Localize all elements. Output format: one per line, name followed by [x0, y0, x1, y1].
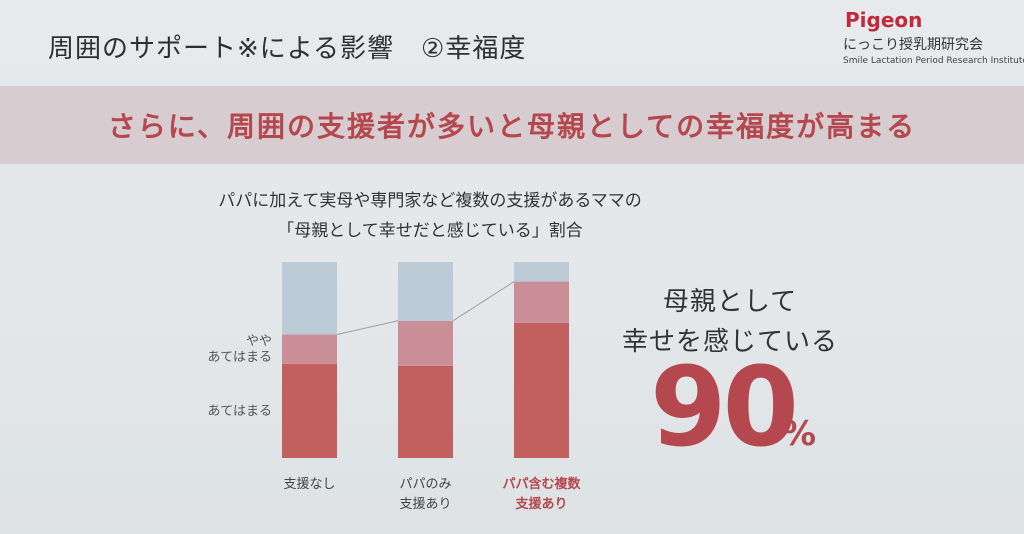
- category-label: 支援あり: [399, 497, 451, 512]
- bar-segment: [514, 281, 569, 323]
- bar-segment: [398, 365, 453, 458]
- brand-logo: Pigeon: [845, 8, 923, 32]
- bar-segment: [282, 363, 337, 458]
- headline-text: さらに、周囲の支援者が多いと母親としての幸福度が高まる: [107, 110, 917, 143]
- category-label: パパ含む複数: [502, 476, 581, 492]
- category-label: パパのみ: [399, 477, 451, 492]
- category-label: 支援なし: [283, 477, 335, 492]
- bar-segment: [282, 262, 337, 335]
- chart-subtitle-line1: パパに加えて実母や専門家など複数の支援があるママの: [218, 191, 642, 211]
- callout: 母親として 幸せを感じている: [600, 282, 860, 362]
- legend-label: あてはまる: [208, 404, 272, 419]
- callout-line1: 母親として: [662, 287, 798, 317]
- bar-segment: [398, 320, 453, 366]
- legend-label: あてはまる: [208, 350, 272, 365]
- bar-segment: [514, 322, 569, 458]
- callout-unit: %: [782, 414, 817, 454]
- connector-line: [452, 281, 515, 322]
- chart-subtitle-line2: 「母親として幸せだと感じている」割合: [277, 221, 583, 241]
- headline-banner: さらに、周囲の支援者が多いと母親としての幸福度が高まる: [0, 86, 1024, 164]
- logo: Pigeon にっこり授乳期研究会 Smile Lactation Period…: [843, 8, 1024, 66]
- institute-name-en: Smile Lactation Period Research Institut…: [843, 56, 1024, 66]
- chart-subtitle: パパに加えて実母や専門家など複数の支援があるママの 「母親として幸せだと感じてい…: [150, 186, 710, 246]
- bar-segment: [282, 334, 337, 364]
- bar-segment: [398, 262, 453, 321]
- legend-label: やや: [246, 334, 272, 349]
- callout-line2: 幸せを感じている: [621, 327, 838, 357]
- bar-segment: [514, 262, 569, 282]
- page-title: 周囲のサポート※による影響 ②幸福度: [48, 34, 527, 64]
- connector-line: [336, 320, 399, 336]
- category-label: 支援あり: [514, 496, 567, 512]
- institute-name: にっこり授乳期研究会: [843, 37, 983, 53]
- callout-value: 90: [650, 343, 799, 471]
